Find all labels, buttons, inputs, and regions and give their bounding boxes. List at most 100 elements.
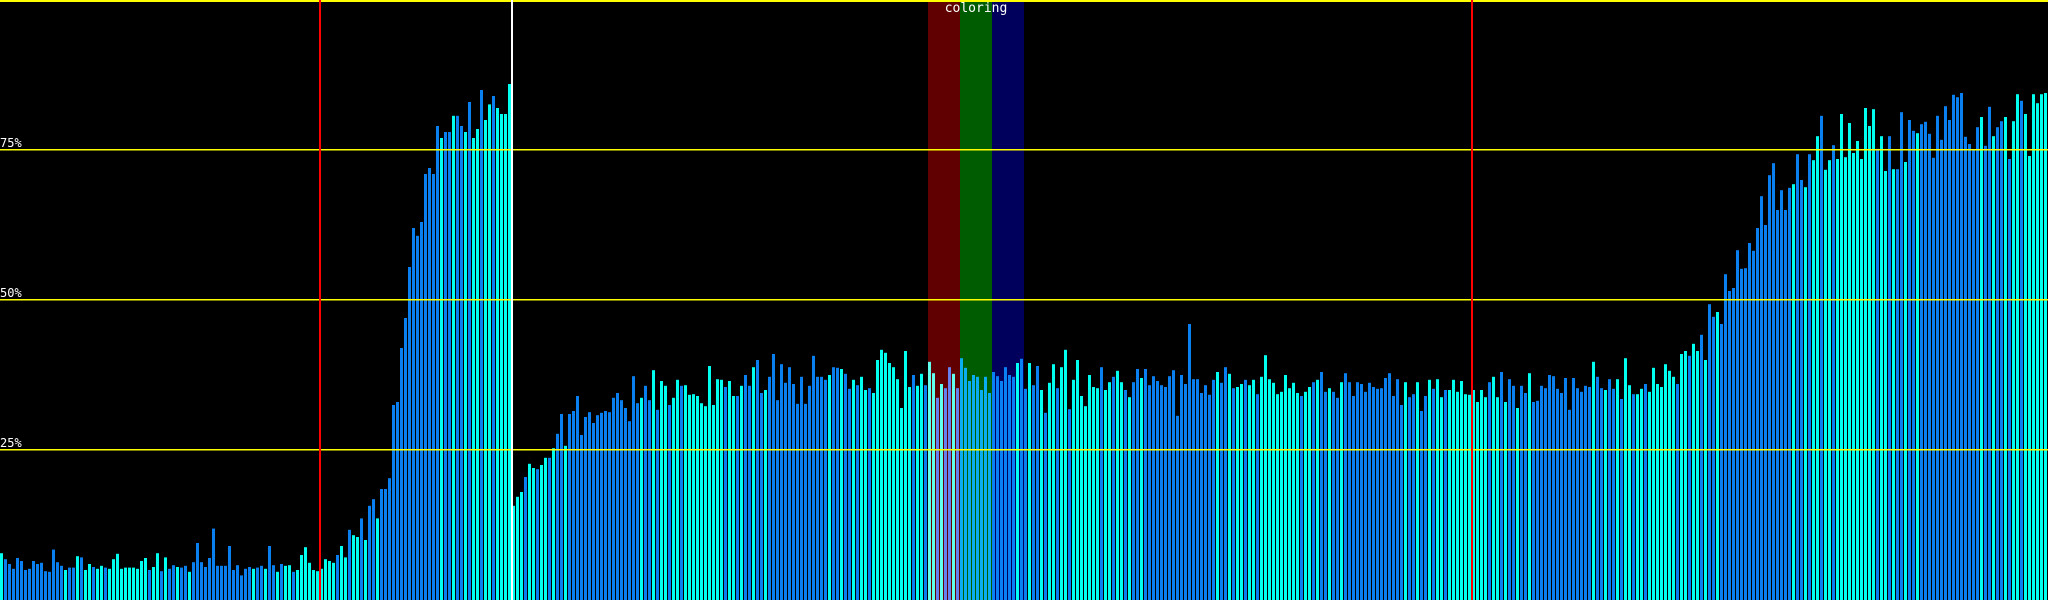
bar xyxy=(48,571,51,600)
bar xyxy=(612,397,615,600)
bar xyxy=(1636,394,1639,600)
bar xyxy=(596,415,599,600)
bar xyxy=(1444,390,1447,600)
bar xyxy=(1900,112,1903,600)
bar xyxy=(4,559,7,600)
bar xyxy=(732,396,735,600)
bar xyxy=(1116,370,1119,600)
bar xyxy=(1452,379,1455,600)
bar xyxy=(1280,391,1283,600)
bar xyxy=(1732,288,1735,600)
bar xyxy=(1848,123,1851,600)
bar xyxy=(212,528,215,600)
bar xyxy=(1856,141,1859,600)
bar xyxy=(1972,150,1975,600)
bar xyxy=(560,414,563,600)
bar xyxy=(1056,388,1059,600)
bar xyxy=(816,376,819,600)
bar xyxy=(1748,243,1751,600)
bar xyxy=(44,571,47,600)
bar xyxy=(1384,378,1387,600)
bar xyxy=(1744,268,1747,600)
bar xyxy=(640,397,643,600)
bar xyxy=(904,351,907,600)
bar xyxy=(708,366,711,600)
bar xyxy=(268,546,271,600)
bar xyxy=(832,367,835,600)
bar xyxy=(652,370,655,600)
bar xyxy=(1952,94,1955,600)
bar xyxy=(1808,154,1811,600)
bar xyxy=(1252,379,1255,600)
bar xyxy=(1516,408,1519,600)
bar xyxy=(284,565,287,600)
bar xyxy=(1412,394,1415,600)
bar xyxy=(16,558,19,600)
bar xyxy=(688,394,691,600)
bar xyxy=(824,379,827,600)
bar xyxy=(452,115,455,600)
bar xyxy=(1136,369,1139,600)
bar xyxy=(1792,184,1795,600)
bar xyxy=(684,385,687,600)
bar xyxy=(1804,187,1807,600)
bar xyxy=(660,381,663,600)
bar xyxy=(796,403,799,600)
bar xyxy=(1992,136,1995,600)
bar xyxy=(752,367,755,600)
bar xyxy=(252,568,255,600)
bar xyxy=(556,433,559,600)
bar xyxy=(1824,169,1827,600)
bar xyxy=(1436,379,1439,600)
bar xyxy=(1420,411,1423,600)
bar xyxy=(1652,367,1655,600)
bar xyxy=(220,565,223,600)
bar xyxy=(520,492,523,600)
bar xyxy=(320,568,323,600)
bar xyxy=(1484,397,1487,600)
bar xyxy=(492,96,495,600)
bar xyxy=(464,132,467,600)
bar xyxy=(1024,388,1027,600)
bar xyxy=(1160,385,1163,600)
bar xyxy=(1784,210,1787,600)
bar xyxy=(1560,393,1563,600)
bar xyxy=(664,385,667,600)
bar xyxy=(272,565,275,600)
bar xyxy=(1200,393,1203,600)
bar xyxy=(604,411,607,600)
bar xyxy=(1892,169,1895,600)
bar xyxy=(1148,385,1151,600)
bar xyxy=(1924,121,1927,600)
bar xyxy=(260,565,263,600)
bar xyxy=(1568,409,1571,600)
bar xyxy=(840,369,843,600)
bar xyxy=(1948,120,1951,600)
bar xyxy=(1480,390,1483,600)
bar xyxy=(1416,382,1419,600)
bar xyxy=(1244,379,1247,600)
bar xyxy=(1492,376,1495,600)
bar xyxy=(1684,351,1687,600)
bar xyxy=(564,445,567,600)
bar xyxy=(1176,415,1179,600)
bar xyxy=(1980,117,1983,600)
bar xyxy=(1588,387,1591,600)
bar xyxy=(1672,376,1675,600)
bar xyxy=(1400,405,1403,600)
bar xyxy=(1096,388,1099,600)
bar xyxy=(1512,385,1515,600)
bar xyxy=(740,385,743,600)
bar xyxy=(1068,409,1071,600)
bar xyxy=(1764,225,1767,600)
marker-line xyxy=(511,0,513,600)
bar xyxy=(692,394,695,600)
bar xyxy=(392,405,395,600)
bar xyxy=(2032,94,2035,600)
bar xyxy=(1544,388,1547,600)
bar xyxy=(1556,388,1559,600)
bar xyxy=(1036,366,1039,600)
bar xyxy=(112,559,115,600)
bar xyxy=(1612,388,1615,600)
bar xyxy=(1620,399,1623,600)
